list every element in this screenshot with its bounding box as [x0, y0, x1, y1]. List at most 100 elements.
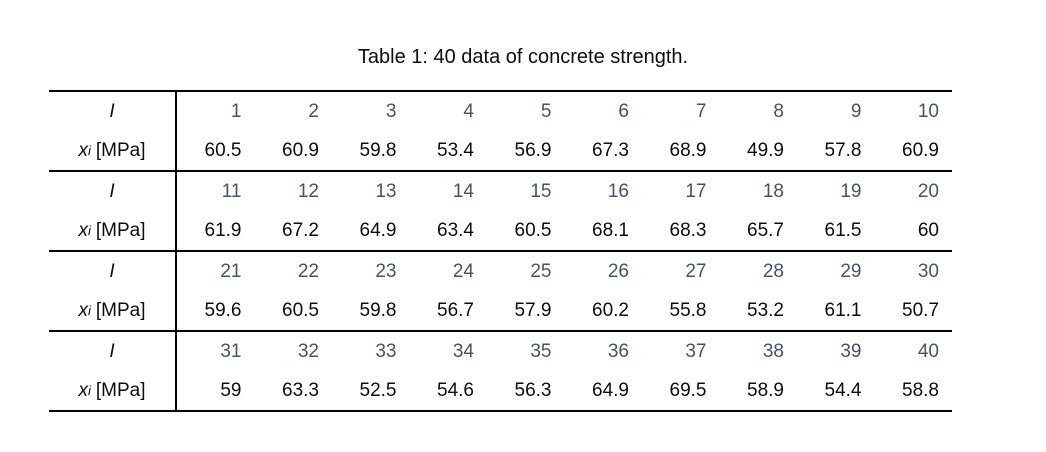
value-cell: 59 [220, 379, 242, 401]
value-cell: 54.4 [824, 379, 862, 401]
index-cell: 40 [917, 340, 939, 362]
index-cell: 12 [297, 180, 319, 202]
value-cell: 61.9 [204, 219, 242, 241]
value-cell: 60.5 [282, 299, 319, 321]
value-cell: 55.8 [669, 299, 707, 321]
index-label-text: I [109, 260, 115, 282]
value-cell: 53.2 [747, 299, 784, 321]
value-cell: 61.1 [824, 299, 862, 321]
index-cell: 20 [917, 180, 939, 202]
index-cell: 2 [308, 100, 319, 122]
index-cell: 31 [220, 340, 242, 362]
index-label-text: I [109, 180, 115, 202]
value-cell: 69.5 [669, 379, 707, 401]
value-label-var: x [78, 139, 88, 161]
index-cell: 30 [917, 260, 939, 282]
value-label-var: x [78, 379, 88, 401]
index-cell: 16 [607, 180, 629, 202]
value-cell: 59.6 [204, 299, 242, 321]
value-cell: 57.9 [514, 299, 552, 321]
index-cell: 24 [452, 260, 474, 282]
value-cell: 58.8 [902, 379, 939, 401]
concrete-strength-table: I 1 2 3 4 5 6 7 8 9 10 x i [MPa] 60.5 60.9 59.8 53.4 56.9 6… [49, 90, 952, 412]
index-cell: 21 [220, 260, 242, 282]
index-cell: 3 [385, 100, 397, 122]
table-group-4: I 31 32 33 34 35 36 37 38 39 40 x i [MPa] 59 63.3 52.5 54… [49, 332, 952, 410]
value-row-label: x i [MPa] [49, 211, 177, 250]
value-row-label: x i [MPa] [49, 371, 177, 410]
value-cell: 67.3 [592, 139, 629, 161]
index-cell: 22 [297, 260, 319, 282]
value-cell: 56.7 [437, 299, 474, 321]
value-label-unit: [MPa] [95, 379, 146, 401]
value-label-unit: [MPa] [95, 139, 146, 161]
value-cell: 63.3 [282, 379, 319, 401]
value-cell: 60.2 [592, 299, 629, 321]
index-cell: 11 [221, 180, 242, 202]
value-cell: 56.3 [514, 379, 552, 401]
index-cell: 33 [375, 340, 397, 362]
index-cell: 7 [695, 100, 707, 122]
value-cell: 60.5 [514, 219, 552, 241]
index-cell: 27 [685, 260, 707, 282]
value-cell: 60 [917, 219, 939, 241]
value-label-var: x [78, 219, 88, 241]
value-cell: 57.8 [824, 139, 862, 161]
index-cell: 14 [452, 180, 474, 202]
index-row-label: I [49, 92, 177, 131]
value-cell: 67.2 [282, 219, 319, 241]
index-cell: 17 [685, 180, 707, 202]
index-cell: 37 [685, 340, 707, 362]
value-cell: 59.8 [359, 139, 397, 161]
index-cell: 6 [618, 100, 629, 122]
index-cell: 15 [530, 180, 552, 202]
value-cell: 60.5 [204, 139, 242, 161]
value-cell: 53.4 [437, 139, 474, 161]
value-cell: 64.9 [359, 219, 397, 241]
value-cell: 64.9 [592, 379, 629, 401]
index-cell: 39 [840, 340, 862, 362]
value-cell: 56.9 [514, 139, 552, 161]
index-cell: 29 [840, 260, 862, 282]
value-cell: 68.3 [669, 219, 707, 241]
value-cell: 60.9 [282, 139, 319, 161]
value-label-unit: [MPa] [95, 219, 146, 241]
value-cell: 68.9 [669, 139, 707, 161]
index-cell: 1 [230, 100, 242, 122]
index-cell: 23 [375, 260, 397, 282]
value-cell: 61.5 [824, 219, 862, 241]
index-row-label: I [49, 172, 177, 211]
index-cell: 5 [540, 100, 552, 122]
index-label-text: I [109, 340, 115, 362]
index-cell: 32 [297, 340, 319, 362]
index-cell: 19 [840, 180, 862, 202]
value-label-var: x [78, 299, 88, 321]
index-cell: 10 [917, 100, 939, 122]
value-label-unit: [MPa] [95, 299, 146, 321]
value-cell: 65.7 [747, 219, 784, 241]
table-title: Table 1: 40 data of concrete strength. [357, 46, 689, 68]
index-cell: 4 [463, 100, 474, 122]
index-cell: 38 [762, 340, 784, 362]
value-cell: 52.5 [359, 379, 397, 401]
index-label-text: I [109, 100, 115, 122]
index-cell: 25 [530, 260, 552, 282]
index-cell: 8 [773, 100, 784, 122]
index-cell: 36 [607, 340, 629, 362]
index-cell: 9 [850, 100, 862, 122]
value-cell: 63.4 [437, 219, 474, 241]
value-row-label: x i [MPa] [49, 131, 177, 170]
value-cell: 59.8 [359, 299, 397, 321]
index-cell: 13 [375, 180, 397, 202]
index-row-label: I [49, 332, 177, 371]
value-cell: 49.9 [747, 139, 784, 161]
value-cell: 50.7 [902, 299, 939, 321]
value-row-label: x i [MPa] [49, 291, 177, 330]
index-cell: 18 [762, 180, 784, 202]
index-cell: 34 [452, 340, 474, 362]
index-cell: 35 [530, 340, 552, 362]
table-group-1: I 1 2 3 4 5 6 7 8 9 10 x i [MPa] 60.5 60.9 59.8 53.4 56.9 6… [49, 92, 952, 172]
value-cell: 58.9 [747, 379, 784, 401]
value-cell: 68.1 [592, 219, 629, 241]
table-group-3: I 21 22 23 24 25 26 27 28 29 30 x i [MPa] 59.6 60.5 59.8… [49, 252, 952, 332]
